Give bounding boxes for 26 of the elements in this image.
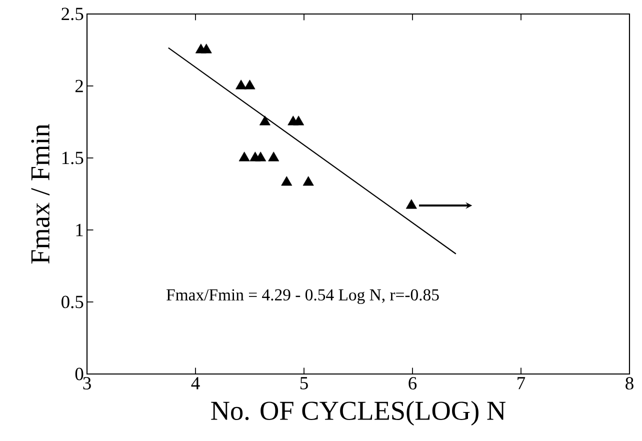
y-tick-label: 0 [75, 368, 84, 380]
point [200, 44, 212, 54]
point [281, 176, 292, 186]
point [406, 199, 417, 209]
x-tick-label: 4 [191, 377, 200, 390]
x-tick-label: 5 [300, 377, 308, 390]
point [268, 152, 280, 162]
annotation: Fmax/Fmin = 4.29 - 0.54 Log N, r=-0.85 [166, 289, 439, 304]
y-tick-label: 2 [75, 80, 83, 92]
x-tick-label: 8 [626, 377, 634, 390]
point [236, 80, 247, 90]
x-tick-label: 3 [83, 377, 91, 390]
point [238, 152, 250, 162]
y-tick-label: 1.5 [62, 152, 84, 164]
point [302, 176, 314, 186]
y-tick-label: 1 [76, 224, 83, 236]
x-tick-label: 6 [408, 377, 417, 390]
point [244, 80, 256, 90]
point [259, 116, 270, 126]
y-tick-label: 2.5 [62, 8, 84, 20]
y-tick-label: 0.5 [62, 296, 84, 308]
point [255, 152, 266, 162]
y-axis-title: Fmax / Fmin [31, 124, 50, 264]
x-axis-title: No. OF CYCLES(LOG) N [211, 400, 506, 426]
x-tick-label: 7 [518, 377, 526, 390]
point [293, 116, 304, 126]
